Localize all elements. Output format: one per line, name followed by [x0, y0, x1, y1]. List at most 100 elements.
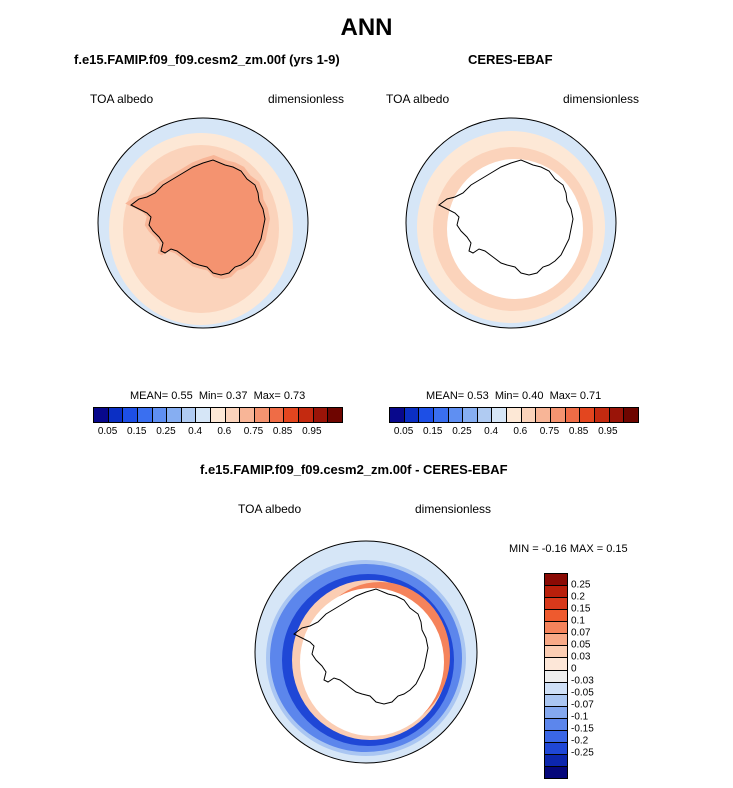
- panel3-colorbar-swatch-15: [545, 754, 567, 767]
- panel2-colorbar-swatch-0: [390, 408, 405, 422]
- panel1-colorbar-swatch-3: [137, 408, 153, 422]
- panel3-min: -0.16: [541, 543, 567, 555]
- panel1-colorbar-swatch-14: [298, 408, 314, 422]
- panel3-max-label: MAX =: [569, 543, 604, 555]
- panel3-colorbar-swatch-1: [545, 586, 567, 599]
- panel1-min: 0.37: [226, 390, 248, 402]
- panel3-colorbar: [544, 573, 568, 779]
- panel1-colorbar-swatch-10: [240, 408, 256, 422]
- panel3-colorbar-tick-label: -0.1: [571, 711, 589, 723]
- panel3-colorbar-swatch-9: [545, 682, 567, 695]
- panel2-colorbar-swatch-10: [536, 408, 552, 422]
- panel2-colorbar-swatch-8: [507, 408, 522, 422]
- panel1-colorbar-swatch-9: [225, 408, 241, 422]
- panel3-colorbar-tick-label: 0.25: [571, 579, 591, 591]
- panel1-colorbar-swatch-4: [152, 408, 168, 422]
- panel2-colorbar-swatch-16: [624, 408, 638, 422]
- panel1-colorbar-swatch-11: [255, 408, 270, 422]
- panel1-colorbar-swatch-0: [94, 408, 109, 422]
- panel1-colorbar-tick-label: 0.4: [188, 426, 203, 437]
- panel1-colorbar-swatch-6: [181, 408, 197, 422]
- panel1-max: 0.73: [283, 390, 306, 402]
- panel1-min-label: Min=: [198, 390, 223, 402]
- panel3-title: f.e15.FAMIP.f09_f09.cesm2_zm.00f - CERES…: [200, 462, 508, 477]
- panel2-colorbar-swatch-3: [433, 408, 449, 422]
- panel3-map: [254, 540, 478, 764]
- panel1-colorbar-swatch-12: [269, 408, 285, 422]
- panel2-no-data: [447, 159, 583, 299]
- panel1-colorbar-swatch-15: [313, 408, 329, 422]
- panel1-colorbar-tick-label: 0.25: [156, 426, 176, 437]
- panel1-colorbar-swatch-13: [284, 408, 299, 422]
- panel3-no-data: [300, 588, 444, 736]
- panel3-colorbar-swatch-14: [545, 742, 567, 755]
- panel2-mean-label: MEAN=: [426, 390, 465, 402]
- panel1-colorbar-tick-label: 0.15: [127, 426, 147, 437]
- panel2-colorbar-swatch-12: [565, 408, 581, 422]
- panel3-colorbar-swatch-8: [545, 670, 567, 683]
- panel3-colorbar-tick-label: 0.15: [571, 603, 591, 615]
- panel3-colorbar-tick-label: -0.07: [571, 699, 594, 711]
- panel3-colorbar-tick-label: 0.07: [571, 627, 591, 639]
- panel3-colorbar-tick-label: -0.05: [571, 687, 594, 699]
- panel1-title: f.e15.FAMIP.f09_f09.cesm2_zm.00f (yrs 1-…: [74, 52, 340, 67]
- panel1-colorbar-tick-label: 0.95: [302, 426, 322, 437]
- panel3-colorbar-swatch-13: [545, 730, 567, 743]
- panel2-mean: 0.53: [467, 390, 489, 402]
- panel1-colorbar-swatch-16: [328, 408, 342, 422]
- panel3-colorbar-tick-label: -0.03: [571, 675, 594, 687]
- panel3-colorbar-ticks: 0.25 0.2 0.15 0.1 0.07 0.05 0.03 0 -0.03 -0.05 -0.…: [571, 573, 621, 779]
- panel1-mean-label: MEAN=: [130, 390, 169, 402]
- panel2-colorbar-tick-label: 0.25: [452, 426, 472, 437]
- panel3-colorbar-swatch-12: [545, 718, 567, 731]
- panel3-colorbar-tick-label: 0.03: [571, 651, 591, 663]
- panel3-colorbar-tick-label: 0.2: [571, 591, 585, 603]
- panel3-colorbar-tick-label: 0.1: [571, 615, 585, 627]
- panel2-colorbar-ticks: 0.05 0.15 0.25 0.4 0.6 0.75 0.85 0.95: [389, 426, 639, 440]
- panel2-min-label: Min=: [494, 390, 519, 402]
- panel1-stats: MEAN= 0.55 Min= 0.37 Max= 0.73: [130, 390, 305, 402]
- panel2-map: [405, 117, 617, 329]
- panel1-colorbar-tick-label: 0.05: [97, 426, 118, 437]
- panel2-colorbar-swatch-9: [521, 408, 537, 422]
- panel1-colorbar: [93, 407, 343, 423]
- panel3-colorbar-tick-label: 0: [571, 663, 577, 675]
- panel2-colorbar-tick-label: 0.4: [484, 426, 499, 437]
- panel1-colorbar-swatch-7: [196, 408, 212, 422]
- panel1-colorbar-tick-label: 0.75: [243, 426, 264, 437]
- panel3-colorbar-swatch-7: [545, 658, 567, 671]
- panel3-colorbar-tick-label: -0.25: [571, 747, 594, 759]
- panel3-min-label: MIN =: [509, 543, 539, 555]
- panel1-colorbar-swatch-1: [108, 408, 124, 422]
- panel2-colorbar-swatch-13: [580, 408, 595, 422]
- panel2-colorbar-tick-label: 0.75: [539, 426, 560, 437]
- panel3-units: dimensionless: [415, 502, 492, 516]
- panel3-colorbar-swatch-16: [545, 767, 567, 779]
- panel2-colorbar-swatch-6: [477, 408, 493, 422]
- panel3-colorbar-tick-label: 0.05: [571, 639, 591, 651]
- figure-title: ANN: [340, 14, 393, 41]
- panel3-colorbar-swatch-5: [545, 634, 567, 647]
- panel1-colorbar-swatch-8: [211, 408, 226, 422]
- panel2-max-label: Max=: [549, 390, 577, 402]
- panel2-variable: TOA albedo: [386, 92, 450, 106]
- panel2-colorbar-swatch-5: [463, 408, 478, 422]
- panel1-units: dimensionless: [268, 92, 345, 106]
- panel2-colorbar-swatch-4: [448, 408, 464, 422]
- panel3-colorbar-swatch-4: [545, 622, 567, 635]
- panel2-colorbar-swatch-15: [609, 408, 625, 422]
- panel1-colorbar-tick-label: 0.85: [272, 426, 293, 437]
- panel3-colorbar-tick-label: -0.15: [571, 723, 594, 735]
- panel3-stats: MIN = -0.16 MAX = 0.15: [509, 543, 628, 555]
- panel2-max: 0.71: [579, 390, 602, 402]
- panel3-max: 0.15: [606, 543, 628, 555]
- panel2-units: dimensionless: [563, 92, 640, 106]
- panel2-title: CERES-EBAF: [468, 52, 553, 67]
- panel2-colorbar-tick-label: 0.05: [393, 426, 414, 437]
- panel3-colorbar-swatch-6: [545, 646, 567, 659]
- panel3-colorbar-swatch-10: [545, 694, 567, 707]
- panel2-stats: MEAN= 0.53 Min= 0.40 Max= 0.71: [426, 390, 601, 402]
- panel1-variable: TOA albedo: [90, 92, 154, 106]
- panel2-colorbar-swatch-14: [594, 408, 610, 422]
- panel2-colorbar-swatch-11: [551, 408, 566, 422]
